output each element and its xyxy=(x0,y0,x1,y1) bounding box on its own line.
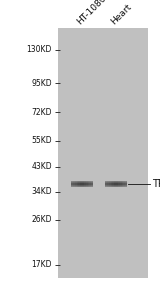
Text: 130KD: 130KD xyxy=(27,45,52,54)
Text: TPM1: TPM1 xyxy=(152,179,160,189)
Text: 43KD: 43KD xyxy=(31,162,52,171)
Text: 95KD: 95KD xyxy=(31,79,52,88)
Text: 55KD: 55KD xyxy=(31,136,52,145)
Text: Heart: Heart xyxy=(110,2,134,26)
Text: 26KD: 26KD xyxy=(32,215,52,224)
Text: 72KD: 72KD xyxy=(32,108,52,117)
Text: HT-1080: HT-1080 xyxy=(76,0,108,26)
FancyBboxPatch shape xyxy=(58,28,148,278)
Text: 34KD: 34KD xyxy=(31,187,52,196)
Text: 17KD: 17KD xyxy=(32,260,52,269)
